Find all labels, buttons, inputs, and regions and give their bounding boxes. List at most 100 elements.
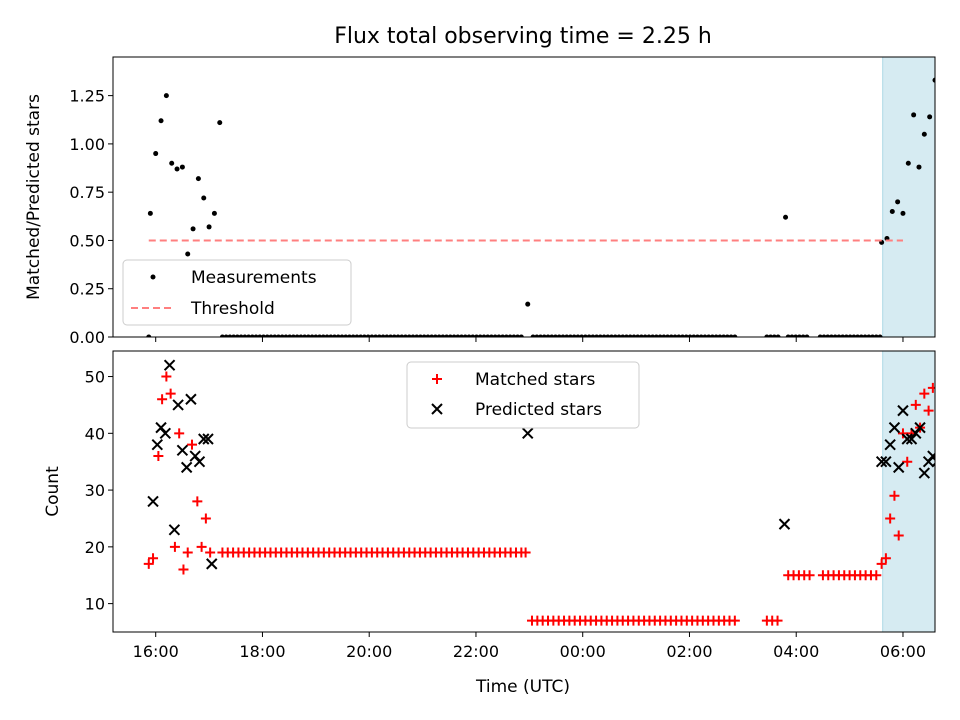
measurement-point — [238, 334, 244, 337]
measurement-point — [895, 199, 901, 205]
measurement-point — [549, 334, 555, 337]
measurement-point — [179, 164, 185, 170]
measurement-point — [866, 334, 872, 337]
predicted-star-point — [176, 444, 189, 457]
measurement-point — [361, 334, 367, 337]
measurement-point — [623, 334, 629, 337]
measurement-point — [870, 334, 876, 337]
measurement-point — [190, 226, 196, 232]
y-tick-label: 20 — [85, 538, 105, 557]
matched-star-point — [889, 490, 900, 501]
measurement-point — [800, 334, 806, 337]
x-tick-label: 00:00 — [560, 642, 606, 661]
measurement-point — [153, 151, 159, 157]
matched-star-point — [729, 615, 740, 626]
measurement-point — [350, 334, 356, 337]
measurement-point — [417, 334, 423, 337]
measurement-point — [459, 334, 465, 337]
measurement-point — [825, 334, 831, 337]
measurement-point — [211, 210, 217, 216]
y-tick-label: 40 — [85, 424, 105, 443]
measurement-point — [305, 334, 311, 337]
predicted-star-point — [147, 495, 159, 508]
measurement-point — [594, 334, 600, 337]
data-layer — [146, 77, 935, 337]
x-axis-label: Time (UTC) — [475, 677, 570, 697]
measurement-point — [713, 334, 719, 337]
measurement-point — [249, 334, 255, 337]
measurement-point — [488, 334, 494, 337]
measurement-point — [702, 334, 708, 337]
matched-star-point — [192, 496, 203, 507]
matched-star-point — [871, 570, 882, 581]
measurement-point — [567, 334, 573, 337]
measurement-point — [279, 334, 285, 337]
x-tick-label: 20:00 — [346, 642, 392, 661]
matched-star-point — [161, 371, 172, 382]
matched-star-point — [902, 456, 913, 467]
measurement-point — [840, 334, 846, 337]
measurement-point — [631, 334, 637, 337]
measurement-point — [147, 210, 153, 216]
measurement-point — [717, 334, 723, 337]
measurement-point — [354, 334, 360, 337]
measurement-point — [320, 334, 326, 337]
measurement-point — [332, 334, 338, 337]
measurement-point — [789, 334, 795, 337]
measurement-point — [290, 334, 296, 337]
predicted-star-point — [914, 421, 926, 434]
measurement-point — [373, 334, 379, 337]
measurement-point — [889, 208, 895, 214]
measurement-point — [257, 334, 263, 337]
measurement-point — [451, 334, 457, 337]
measurement-point — [785, 334, 791, 337]
y-axis-label: Count — [43, 466, 63, 517]
shaded-observing-window — [882, 56, 936, 338]
measurement-point — [298, 334, 304, 337]
matched-star-point — [153, 451, 164, 462]
x-tick-label: 16:00 — [133, 642, 179, 661]
predicted-star-point — [159, 427, 172, 440]
measurement-point — [500, 334, 506, 337]
measurement-point — [836, 334, 842, 337]
matched-star-point — [157, 394, 168, 405]
measurement-point — [470, 334, 476, 337]
matched-star-point — [178, 564, 189, 575]
measurement-point — [680, 334, 686, 337]
matched-star-point — [148, 553, 159, 564]
measurement-point — [425, 334, 431, 337]
predicted-star-point — [897, 404, 909, 417]
measurement-point — [545, 334, 551, 337]
y-tick-label: 10 — [85, 595, 105, 614]
measurement-point — [174, 166, 180, 172]
measurement-point — [627, 334, 633, 337]
matched-star-point — [165, 388, 176, 399]
measurement-point — [855, 334, 861, 337]
measurement-point — [169, 160, 175, 166]
y-tick-label: 1.00 — [69, 135, 105, 154]
measurement-point — [481, 334, 487, 337]
measurement-point — [653, 334, 659, 337]
measurement-point — [783, 214, 789, 220]
measurement-point — [771, 334, 777, 337]
matched-star-point — [772, 615, 783, 626]
measurement-point — [492, 334, 498, 337]
measurement-point — [376, 334, 382, 337]
measurement-point — [828, 334, 834, 337]
measurement-point — [477, 334, 483, 337]
measurement-point — [410, 334, 416, 337]
measurement-point — [616, 334, 622, 337]
measurement-point — [328, 334, 334, 337]
measurement-point — [775, 334, 781, 337]
predicted-star-point — [888, 421, 901, 434]
measurement-point — [518, 334, 524, 337]
measurement-point — [612, 334, 618, 337]
measurement-point — [657, 334, 663, 337]
predicted-star-point — [522, 427, 534, 440]
measurement-point — [851, 334, 857, 337]
measurement-point — [877, 334, 883, 337]
measurement-point — [635, 334, 641, 337]
measurement-point — [391, 334, 397, 337]
x-tick-label: 06:00 — [880, 642, 926, 661]
